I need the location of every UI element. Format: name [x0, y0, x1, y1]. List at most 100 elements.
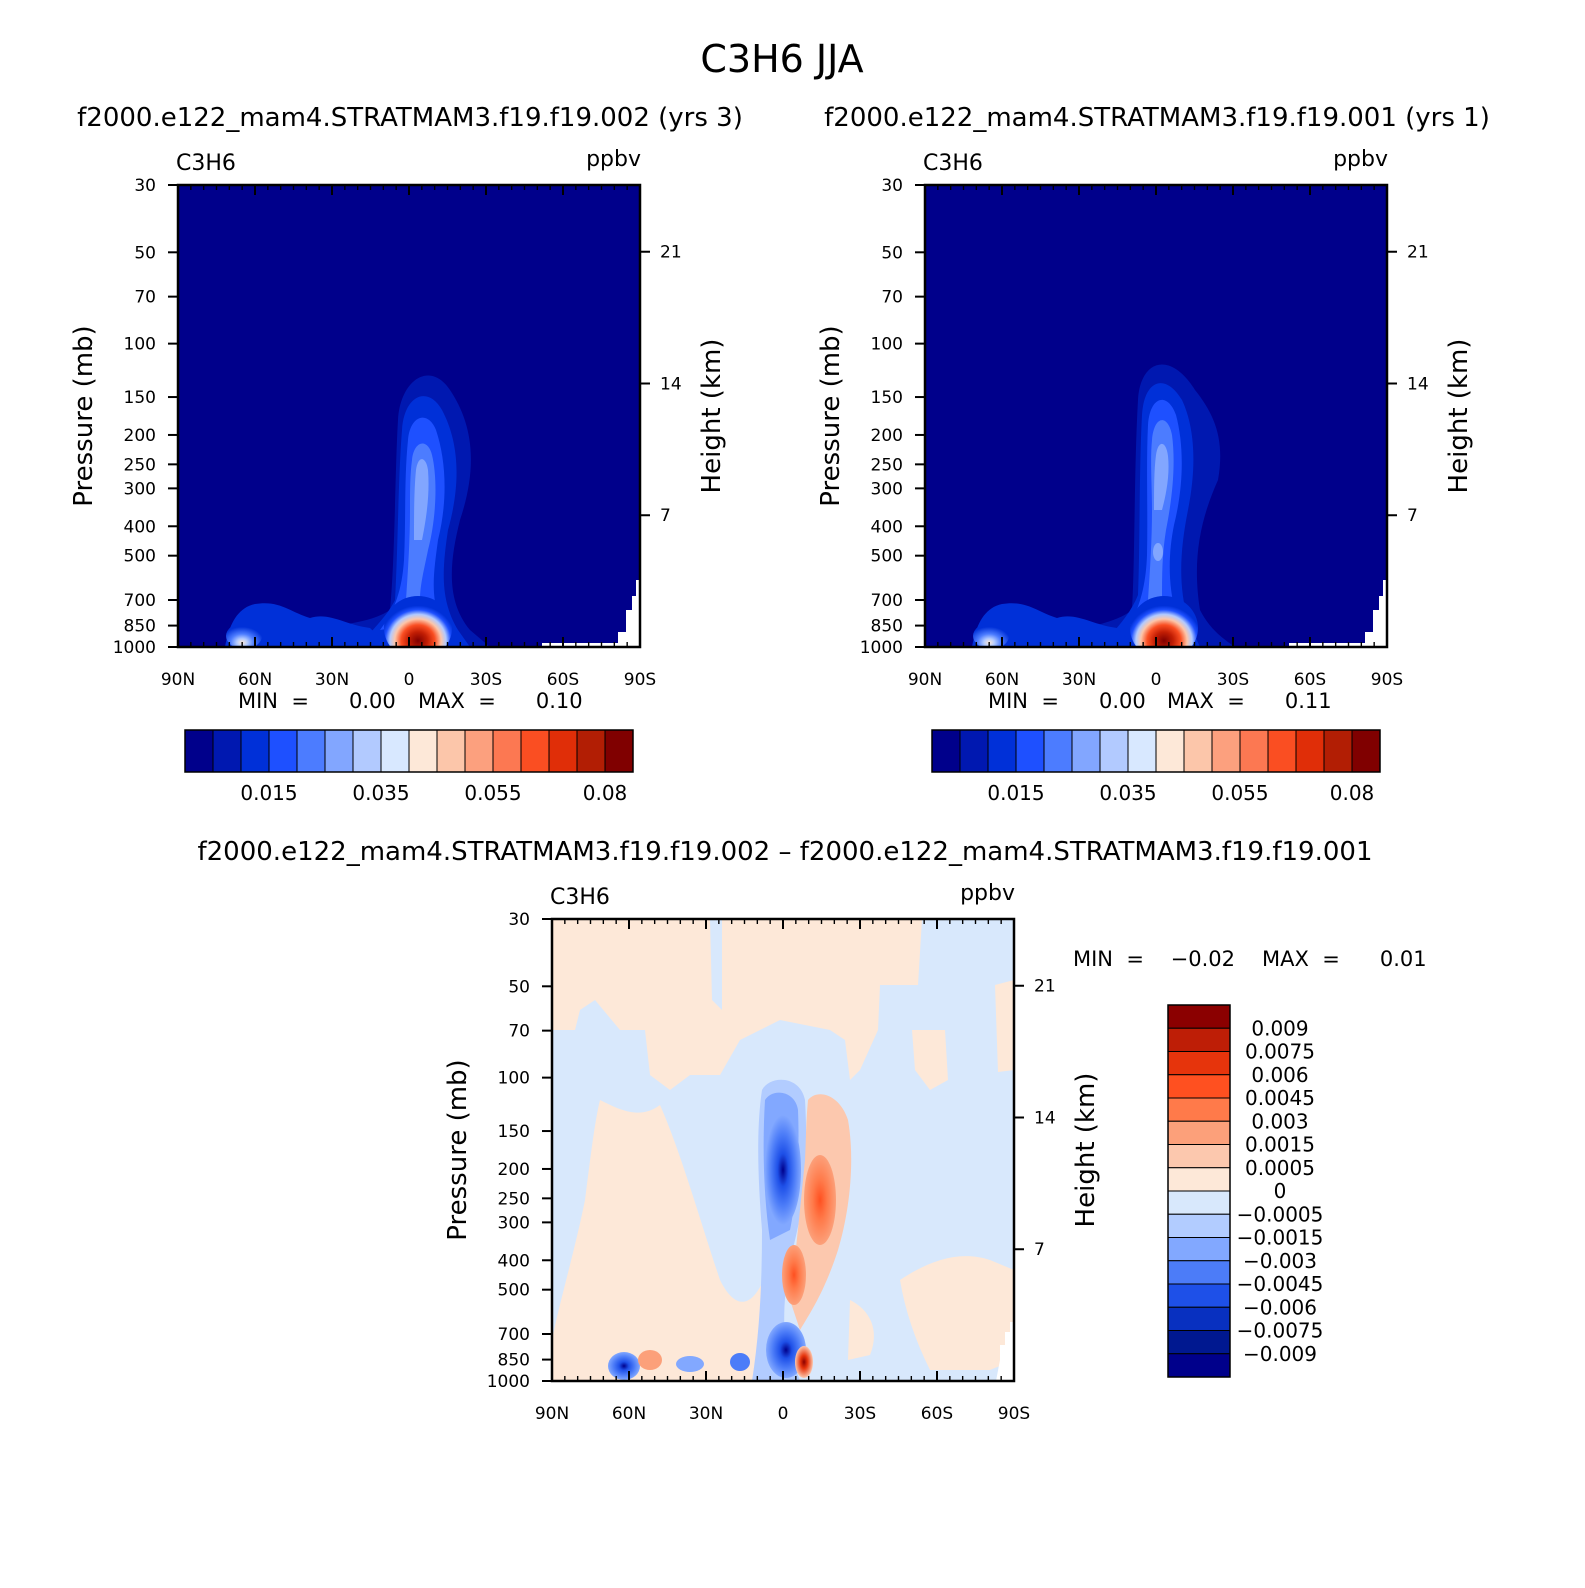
panel-difference-lower-positive [552, 1100, 770, 1381]
panel-difference-upper-positive [552, 919, 922, 1090]
panel-control-y-tick-label: 850 [871, 617, 903, 637]
panel-control-y2-tick-label: 21 [1407, 243, 1429, 263]
panel-test-max-text: MAX = 0.10 [418, 689, 583, 713]
panel-test-run-title: f2000.e122_mam4.STRATMAM3.f19.f19.002 (y… [77, 103, 743, 133]
panel-control-colorbar-label: 0.015 [987, 781, 1044, 805]
panel-control-y-tick-label: 30 [881, 176, 903, 196]
panel-difference-negative-max-upper [765, 1115, 801, 1225]
diff-colorbar-label: −0.0015 [1237, 1226, 1324, 1250]
panel-test-x-tick-label: 60N [238, 670, 272, 690]
panel-control-y-tick-label: 500 [871, 547, 903, 567]
panel-test-y2-tick-label: 21 [660, 243, 682, 263]
panel-control-y-tick-label: 150 [871, 388, 903, 408]
panel-test-colorbar-swatch [212, 729, 242, 773]
diff-colorbar-label: 0.009 [1251, 1016, 1308, 1040]
panel-control-y-label: Pressure (mb) [816, 325, 846, 506]
panel-difference-mid-positive [848, 1300, 874, 1360]
panel-test-y2-tick-label: 7 [660, 506, 671, 526]
diff-colorbar-swatch [1167, 1144, 1231, 1169]
panel-control-colorbar-swatch [1295, 729, 1325, 773]
panel-test-y-tick-label: 70 [134, 288, 156, 308]
panel-diff-run-title: f2000.e122_mam4.STRATMAM3.f19.f19.002 – … [197, 837, 1372, 867]
panel-control-surface-max [1130, 596, 1198, 647]
panel-control-colorbar-swatch [1071, 729, 1101, 773]
panel-difference-x-tick-label: 0 [778, 1404, 789, 1424]
panel-test-x-tick-label: 90N [161, 670, 195, 690]
panel-test-colorbar-swatch [548, 729, 578, 773]
panel-control-contour-field [925, 185, 1387, 647]
panel-test-x-tick-label: 0 [404, 670, 415, 690]
panel-test-surface-max [384, 596, 452, 647]
panel-test-y-tick-label: 200 [124, 426, 156, 446]
panel-difference-y-tick-label: 1000 [487, 1372, 530, 1392]
diff-colorbar-label: 0.003 [1251, 1109, 1308, 1133]
panel-control-x-axis: 90N 60N 30N 0 30S 60S 90S [908, 185, 1403, 690]
diff-colorbar-swatch [1167, 1306, 1231, 1331]
diff-colorbar-swatch [1167, 1120, 1231, 1145]
panel-difference-x-tick-label: 30N [689, 1404, 723, 1424]
panel-difference-y2-label: Height (km) [1071, 1073, 1101, 1228]
panel-difference-y2-tick-label: 21 [1034, 977, 1056, 997]
panel-difference-east-edge-positive [995, 980, 1014, 1072]
panel-test-y2-tick-label: 14 [660, 374, 682, 394]
diff-colorbar-label: 0.0005 [1245, 1156, 1315, 1180]
panel-control-plume-lobe [1153, 543, 1163, 561]
panel-control-colorbar-swatch [931, 729, 961, 773]
panel-control-min-text: MIN = 0.00 [988, 689, 1146, 713]
panel-test-colorbar-swatch [268, 729, 298, 773]
panel-difference-nh-positive [638, 1350, 662, 1370]
panel-difference-x-tick-label: 60S [921, 1404, 953, 1424]
panel-control-y-tick-label: 50 [881, 243, 903, 263]
panel-difference-max-text: MAX = 0.01 [1262, 947, 1427, 971]
panel-difference-x-tick-label: 30S [844, 1404, 876, 1424]
panel-difference-y-tick-label: 150 [498, 1122, 530, 1142]
panel-control-colorbar-swatch [1015, 729, 1045, 773]
panel-test-colorbar-swatch [520, 729, 550, 773]
diff-colorbar-label: −0.0045 [1237, 1272, 1324, 1296]
diff-colorbar-label: −0.0005 [1237, 1202, 1324, 1226]
diff-colorbar-label: 0.006 [1251, 1063, 1308, 1087]
panel-difference-y-label: Pressure (mb) [443, 1059, 473, 1240]
panel-test-colorbar-border [184, 729, 634, 773]
panel-control-y2-tick-label: 14 [1407, 374, 1429, 394]
panel-difference-y2-tick-label: 7 [1034, 1240, 1045, 1260]
panel-control-y2-tick-label: 7 [1407, 506, 1418, 526]
panel-test-y-tick-label: 250 [124, 455, 156, 475]
panel-difference-y-tick-label: 70 [508, 1022, 530, 1042]
diff-colorbar-swatch [1167, 1260, 1231, 1285]
panel-difference: 90N 60N 30N 0 30S 60S 90S 30507010015020025030… [443, 881, 1427, 1424]
panel-control-colorbar-swatch [1127, 729, 1157, 773]
panel-control-missing-region [1289, 580, 1387, 647]
panel-control-units-label: ppbv [1333, 147, 1388, 172]
diff-colorbar-label: 0 [1274, 1179, 1287, 1203]
panel-difference-y-tick-label: 400 [498, 1251, 530, 1271]
panel-test-contour-field [178, 185, 640, 647]
diff-colorbar-swatch [1167, 1330, 1231, 1355]
panel-control-y-tick-label: 200 [871, 426, 903, 446]
diff-colorbar-swatch [1167, 1074, 1231, 1099]
panel-control-colorbar-swatch [1323, 729, 1353, 773]
panel-control: 90N 60N 30N 0 30S 60S 90S 30507010015020025030… [816, 147, 1474, 805]
panel-test-y2-axis: 21 14 7 [640, 243, 682, 526]
panel-test-colorbar-swatch [408, 729, 438, 773]
diff-colorbar-swatch [1167, 1237, 1231, 1262]
panel-control-y2-axis: 21 14 7 [1387, 243, 1429, 526]
panel-control-y-tick-label: 1000 [860, 638, 903, 658]
panel-difference-y-tick-label: 50 [508, 977, 530, 997]
panel-test-x-axis: 90N 60N 30N 0 30S 60S 90S [161, 185, 656, 690]
panel-test-x-tick-label: 30N [315, 670, 349, 690]
panel-control-colorbar-swatch [1211, 729, 1241, 773]
diff-colorbar-swatch [1167, 1051, 1231, 1076]
panel-difference-units-label: ppbv [960, 881, 1015, 906]
panel-test-y-tick-label: 700 [124, 591, 156, 611]
panel-difference-variable-label: C3H6 [550, 885, 610, 910]
diff-colorbar-swatch [1167, 1213, 1231, 1238]
panel-control-max-text: MAX = 0.11 [1167, 689, 1332, 713]
panel-difference-y-tick-label: 850 [498, 1351, 530, 1371]
panel-test-colorbar-swatch [604, 729, 634, 773]
panel-test-colorbar-swatch [464, 729, 494, 773]
panel-test-colorbar-swatch [184, 729, 214, 773]
panel-test-y-tick-label: 400 [124, 517, 156, 537]
panel-test-variable-label: C3H6 [176, 151, 236, 176]
